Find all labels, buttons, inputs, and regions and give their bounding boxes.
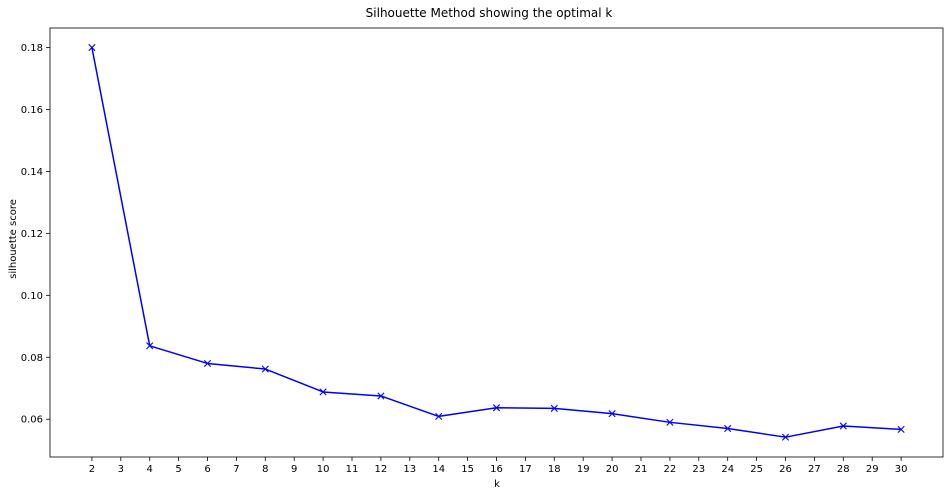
data-point-marker [839,422,847,430]
x-tick-label: 2 [89,464,95,475]
data-point-marker [261,365,269,373]
x-tick-label: 29 [866,464,879,475]
marker-stroke [666,418,674,426]
marker-stroke [839,422,847,430]
y-tick-label: 0.18 [21,43,43,54]
marker-stroke [146,342,154,350]
x-tick-label: 14 [432,464,445,475]
x-tick-label: 11 [346,464,359,475]
data-point-marker [492,404,501,412]
y-tick-label: 0.06 [21,415,43,426]
x-tick-label: 3 [118,464,124,475]
x-tick-label: 20 [606,464,619,475]
x-tick-label: 7 [233,464,239,475]
x-tick-label: 16 [490,464,503,475]
marker-stroke [203,359,212,368]
y-axis-label: silhouette score [8,199,19,279]
x-tick-label: 23 [692,464,705,475]
data-series [88,43,905,441]
x-tick-label: 12 [375,464,388,475]
marker-stroke [261,365,269,373]
x-tick-label: 5 [175,464,181,475]
x-tick-label: 13 [403,464,416,475]
y-axis: 0.06 0.08 0.10 0.12 0.14 0.16 0.18 [21,43,50,426]
x-tick-label: 4 [147,464,153,475]
x-tick-label: 8 [262,464,268,475]
marker-stroke [377,392,385,400]
data-point-marker [146,342,154,350]
x-tick-label: 25 [750,464,763,475]
x-axis-label: k [494,479,500,490]
marker-stroke [897,425,905,434]
x-tick-label: 15 [461,464,474,475]
y-tick-label: 0.14 [21,167,43,178]
plot-frame [49,27,944,458]
x-tick-label: 19 [577,464,590,475]
x-tick-label: 30 [895,464,908,475]
data-point-marker [897,425,905,434]
marker-stroke [492,404,501,412]
data-point-marker [377,392,385,400]
data-point-marker [724,424,732,433]
marker-stroke [724,424,732,433]
data-point-marker [666,418,674,426]
data-point-marker [608,410,616,418]
x-tick-label: 27 [808,464,821,475]
data-point-marker [319,388,327,396]
x-tick-label: 9 [291,464,297,475]
plot-area [49,27,944,458]
series-line [91,47,902,438]
x-tick-label: 10 [317,464,330,475]
y-tick-label: 0.10 [21,291,43,302]
x-tick-label: 28 [837,464,850,475]
chart-title: Silhouette Method showing the optimal k [366,6,613,20]
data-point-marker [435,412,443,421]
x-axis: 2 3 4 5 6 7 8 9 10 11 12 13 14 15 16 17 18 19 20 21 22 23 24 25… [89,457,908,475]
data-point-marker [781,433,790,441]
x-tick-label: 18 [548,464,561,475]
marker-stroke [88,43,96,52]
y-tick-label: 0.16 [21,105,43,116]
x-tick-label: 21 [635,464,648,475]
x-tick-label: 17 [519,464,532,475]
marker-stroke [319,388,327,396]
data-point-marker [550,404,558,412]
x-tick-label: 6 [204,464,210,475]
x-tick-label: 26 [779,464,792,475]
x-tick-label: 24 [721,464,734,475]
marker-stroke [550,404,558,412]
x-tick-label: 22 [664,464,677,475]
data-point-marker [88,43,96,52]
marker-stroke [435,412,443,421]
data-point-marker [203,359,212,368]
marker-stroke [608,410,616,418]
y-tick-label: 0.08 [21,353,43,364]
y-tick-label: 0.12 [21,229,43,240]
marker-stroke [781,433,790,441]
